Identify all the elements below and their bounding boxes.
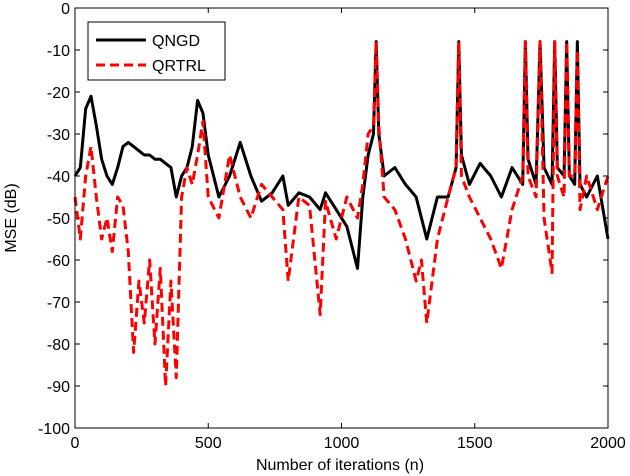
x-tick-label: 1500 — [457, 435, 493, 452]
y-tick-label: -100 — [38, 421, 70, 438]
x-tick-label: 500 — [195, 435, 222, 452]
y-tick-label: -30 — [47, 127, 70, 144]
y-axis-label: MSE (dB) — [3, 183, 20, 252]
axes-frame — [74, 7, 609, 429]
y-tick-label: 0 — [61, 1, 70, 18]
x-tick-label: 1000 — [324, 435, 360, 452]
x-axis-label: Number of iterations (n) — [256, 457, 424, 474]
y-tick-label: -10 — [47, 43, 70, 60]
series-line — [73, 40, 610, 388]
legend-label: QRTRL — [152, 58, 206, 75]
y-tick-label: -80 — [47, 337, 70, 354]
y-tick-label: -90 — [47, 379, 70, 396]
y-tick-label: -40 — [47, 169, 70, 186]
y-tick-label: -60 — [47, 253, 70, 270]
x-tick-label: 2000 — [590, 435, 626, 452]
y-tick-label: -20 — [47, 85, 70, 102]
y-tick-label: -70 — [47, 295, 70, 312]
legend — [87, 21, 226, 81]
x-tick-label: 0 — [71, 435, 80, 452]
legend-label: QNGD — [152, 33, 200, 50]
y-tick-label: -50 — [47, 211, 70, 228]
